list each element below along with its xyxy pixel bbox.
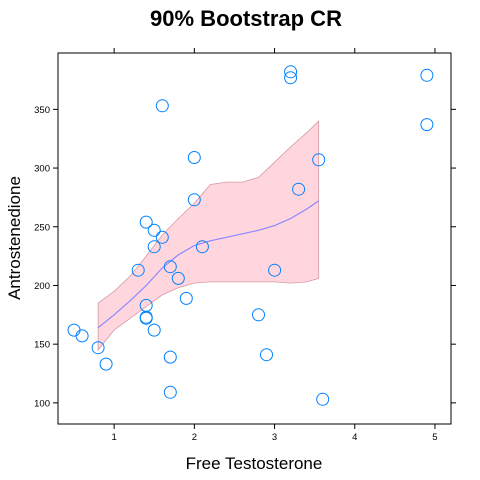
data-point — [195, 240, 209, 254]
x-axis-label: Free Testosterone — [186, 454, 323, 473]
data-point — [163, 350, 177, 364]
data-point — [292, 182, 306, 196]
confidence-band-layer — [97, 120, 320, 352]
data-point — [187, 151, 201, 164]
x-tick-label: 4 — [352, 432, 357, 443]
y-tick-label: 350 — [34, 105, 50, 116]
plot-frame — [57, 52, 452, 425]
data-point — [268, 263, 282, 277]
data-point — [75, 329, 89, 343]
data-point — [284, 71, 298, 85]
data-point — [139, 310, 153, 324]
data-points-layer — [67, 65, 434, 406]
data-point — [147, 223, 161, 237]
data-point — [139, 311, 153, 325]
x-tick-label: 3 — [272, 432, 277, 443]
x-tick-label: 1 — [111, 432, 116, 443]
axes-layer: 1 2 3 4 5 100 150 200 250 300 350 — [34, 48, 456, 443]
data-point — [252, 308, 265, 322]
chart-title: 90% Bootstrap CR — [150, 6, 342, 31]
data-point — [420, 68, 434, 82]
data-point — [139, 215, 153, 229]
data-point — [312, 153, 326, 167]
data-point — [155, 230, 169, 244]
y-tick-label: 250 — [34, 222, 50, 233]
fit-line — [97, 200, 320, 329]
x-tick-label: 5 — [432, 432, 437, 443]
data-point — [67, 323, 81, 337]
data-point — [147, 323, 161, 337]
data-point — [99, 357, 113, 371]
data-point — [163, 260, 177, 274]
fit-line-layer — [97, 200, 320, 329]
y-tick-label: 300 — [34, 164, 50, 175]
data-point — [147, 240, 161, 254]
data-point — [155, 99, 169, 113]
data-point — [420, 118, 434, 132]
y-tick-label: 200 — [34, 281, 50, 292]
data-point — [316, 392, 330, 406]
data-point — [179, 291, 193, 305]
y-axis-label: Antrostenedione — [5, 176, 24, 300]
data-point — [171, 271, 185, 285]
x-tick-label: 2 — [192, 432, 197, 443]
data-point — [131, 263, 145, 277]
y-tick-label: 100 — [34, 398, 50, 409]
y-tick-label: 150 — [34, 340, 50, 351]
confidence-band — [97, 120, 320, 352]
data-point — [187, 193, 201, 207]
data-point — [163, 385, 177, 399]
data-point — [91, 341, 105, 355]
data-point — [284, 65, 298, 79]
data-point — [260, 348, 273, 362]
